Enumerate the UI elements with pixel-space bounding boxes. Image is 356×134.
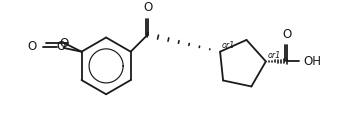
Text: O: O [143,1,152,14]
Text: or1: or1 [268,51,281,59]
Text: OH: OH [304,55,322,68]
Text: O: O [56,40,66,53]
Text: O: O [282,28,291,41]
Text: or1: or1 [222,41,235,50]
Text: O: O [60,37,69,50]
Text: O: O [28,40,37,53]
